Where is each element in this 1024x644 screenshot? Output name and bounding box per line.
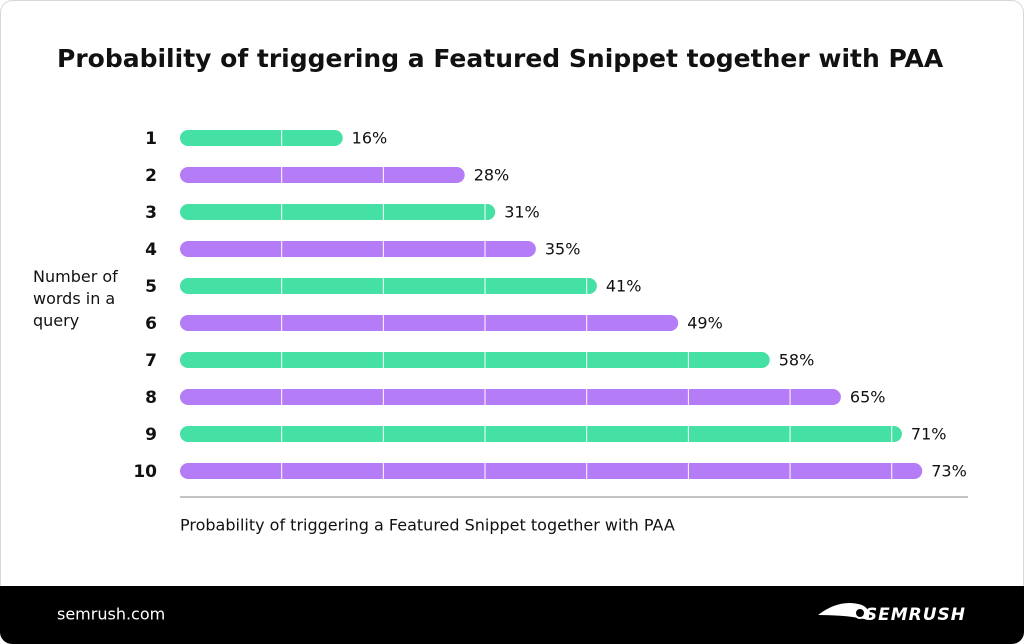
value-label: 65% [850,388,886,407]
bar [180,241,536,257]
y-tick-label: 3 [145,203,157,223]
y-tick-label: 6 [145,314,157,334]
logo-ring [854,607,866,619]
y-tick-label: 5 [145,277,157,297]
value-label: 28% [474,166,510,185]
bar [180,315,679,331]
brand-logo [818,602,870,620]
bar [180,167,465,183]
y-tick-label: 8 [145,388,157,408]
value-label: 31% [504,203,540,222]
bar [180,352,770,368]
bar [180,463,923,479]
y-tick-label: 2 [145,166,157,186]
value-label: 71% [911,425,947,444]
footer-site: semrush.com [57,605,165,624]
footer-brand: SEMRUSH [865,605,966,625]
value-label: 58% [779,351,815,370]
y-tick-label: 4 [145,240,157,260]
y-tick-label: 7 [145,351,157,371]
x-axis-label: Probability of triggering a Featured Sni… [180,516,675,535]
y-tick-label: 9 [145,425,157,445]
bar [180,204,496,220]
bar [180,426,902,442]
value-label: 73% [931,462,967,481]
y-axis-label-box: Number of words in a query [33,267,118,330]
y-axis-label: Number of words in a query [33,267,118,330]
y-tick-label: 10 [133,462,157,482]
bar [180,278,597,294]
chart-title: Probability of triggering a Featured Sni… [57,44,944,73]
value-label: 49% [687,314,723,333]
bar [180,389,841,405]
y-tick-label: 1 [145,129,157,149]
value-label: 41% [606,277,642,296]
footer-bar [0,586,1024,644]
value-label: 35% [545,240,581,259]
value-label: 16% [352,129,388,148]
bar [180,130,343,146]
